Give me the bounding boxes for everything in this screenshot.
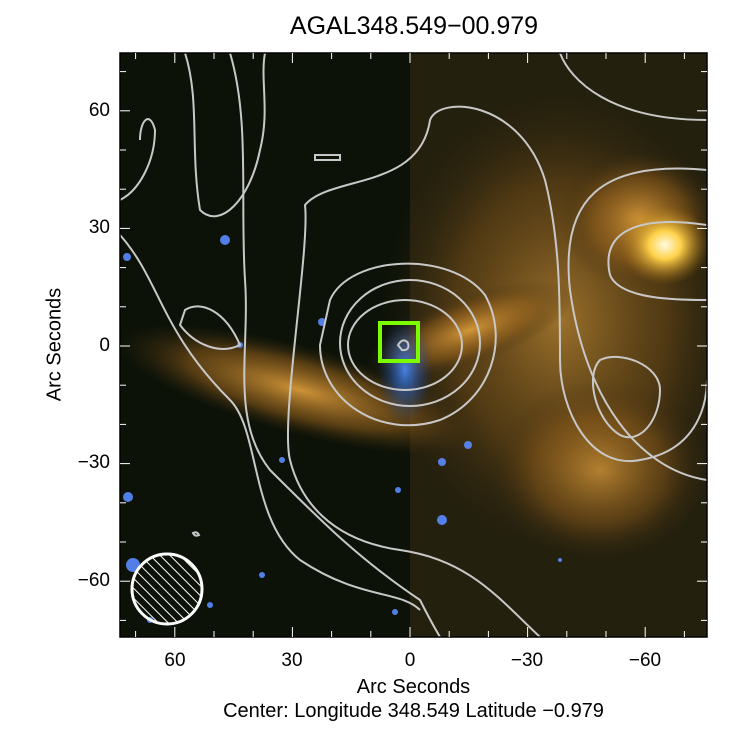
y-tick-label: 0 [99,335,110,356]
star [279,457,285,463]
star [395,487,401,493]
contour [347,299,463,391]
plot-frame [119,52,708,638]
x-axis-label: Arc Seconds [356,676,471,698]
contour [229,53,441,637]
beam-hatched-circle [130,552,204,626]
contour [339,279,481,407]
y-tick-label: 60 [88,100,110,121]
contour [120,234,421,611]
y-tick-label: 30 [88,217,110,238]
x-tick-label: −30 [510,650,544,671]
x-tick-label: −60 [628,650,662,671]
star [464,441,472,449]
center-coordinates: Center: Longitude 348.549 Latitude −0.97… [223,700,604,722]
star [207,602,213,608]
star [126,558,140,572]
star [438,458,446,466]
y-tick-label: −60 [77,570,110,591]
contour [591,355,662,439]
contours [120,53,707,637]
y-axis-label: Arc Seconds [43,287,66,402]
y-tick-label: −30 [77,452,110,473]
star [123,253,131,261]
contour [287,105,707,637]
x-tick-label: 30 [281,650,303,671]
star [558,558,562,562]
contour [120,118,157,201]
star [259,572,265,578]
contour [178,305,242,350]
contour [318,262,497,427]
star [123,492,133,502]
contour [607,221,707,301]
chart-title: AGAL348.549−00.979 [289,12,539,40]
x-tick-label: 0 [404,650,416,671]
x-tick-label: 60 [164,650,186,671]
contour [314,154,341,161]
star [220,235,230,245]
contour [184,53,266,218]
contour [396,339,410,352]
contour [559,53,707,121]
star [392,609,398,615]
source-marker-square [378,321,420,363]
sky-image [120,53,707,637]
contour [191,531,201,537]
star [437,515,447,525]
contour [567,167,707,481]
axis-ticks [120,53,707,637]
